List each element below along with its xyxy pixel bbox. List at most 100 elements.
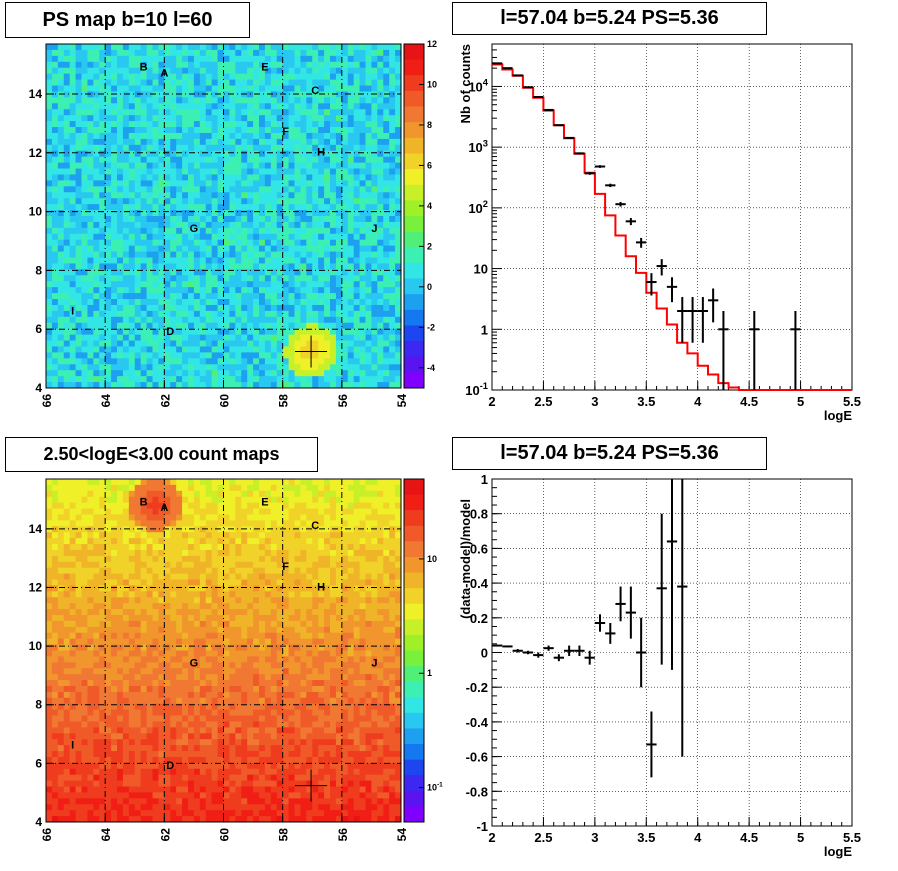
heatmap-cell bbox=[300, 269, 307, 276]
heatmap-cell bbox=[57, 109, 65, 116]
heatmap-cell bbox=[335, 263, 343, 270]
heatmap-cell bbox=[276, 269, 284, 276]
heatmap-cell bbox=[87, 162, 94, 170]
heatmap-cell bbox=[389, 567, 396, 575]
heatmap-cell bbox=[383, 49, 390, 57]
heatmap-cell bbox=[341, 216, 349, 223]
colorbar-band bbox=[404, 122, 424, 139]
heatmap-cell bbox=[170, 85, 177, 92]
heatmap-cell bbox=[383, 186, 390, 193]
heatmap-cell bbox=[330, 585, 337, 592]
heatmap-cell bbox=[318, 573, 325, 581]
heatmap-cell bbox=[152, 364, 159, 371]
heatmap-cell bbox=[223, 579, 230, 586]
heatmap-cell bbox=[105, 174, 112, 181]
heatmap-cell bbox=[264, 115, 272, 122]
heatmap-cell bbox=[253, 156, 260, 164]
heatmap-cell bbox=[318, 49, 325, 57]
heatmap-cell bbox=[300, 245, 307, 253]
heatmap-cell bbox=[87, 109, 94, 116]
heatmap-cell bbox=[87, 591, 94, 598]
heatmap-cell bbox=[146, 287, 153, 294]
heatmap-cell bbox=[57, 210, 65, 217]
heatmap-cell bbox=[259, 186, 266, 193]
heatmap-cell bbox=[241, 496, 248, 504]
heatmap-cell bbox=[211, 520, 219, 527]
colorbar-band bbox=[404, 44, 424, 61]
heatmap-cell bbox=[282, 561, 290, 569]
heatmap-cell bbox=[330, 328, 337, 336]
heatmap-cell bbox=[294, 370, 301, 377]
heatmap-cell bbox=[389, 544, 396, 551]
heatmap-cell bbox=[176, 245, 183, 253]
heatmap-cell bbox=[395, 281, 402, 288]
heatmap-cell bbox=[353, 227, 361, 235]
heatmap-cell bbox=[111, 156, 118, 164]
heatmap-cell bbox=[324, 216, 331, 223]
heatmap-cell bbox=[211, 233, 219, 241]
heatmap-cell bbox=[371, 174, 378, 181]
heatmap-cell bbox=[93, 61, 100, 69]
heatmap-cell bbox=[312, 585, 319, 592]
heatmap-cell bbox=[330, 132, 337, 140]
heatmap-cell bbox=[229, 61, 236, 69]
heatmap-cell bbox=[264, 162, 272, 170]
heatmap-cell bbox=[288, 174, 295, 181]
heatmap-cell bbox=[306, 233, 313, 241]
heatmap-cell bbox=[235, 555, 242, 563]
heatmap-cell bbox=[170, 293, 177, 300]
heatmap-cell bbox=[158, 233, 165, 241]
heatmap-cell bbox=[122, 287, 130, 294]
heatmap-cell bbox=[341, 334, 349, 342]
heatmap-cell bbox=[146, 561, 153, 569]
heatmap-cell bbox=[146, 346, 153, 353]
heatmap-cell bbox=[188, 597, 195, 604]
heatmap-cell bbox=[134, 227, 142, 235]
heatmap-cell bbox=[335, 49, 343, 57]
heatmap-cell bbox=[353, 520, 361, 527]
heatmap-cell bbox=[383, 221, 390, 229]
heatmap-cell bbox=[294, 103, 301, 110]
heatmap-cell bbox=[81, 328, 88, 336]
heatmap-cell bbox=[205, 204, 213, 211]
heatmap-cell bbox=[140, 538, 148, 545]
heatmap-cell bbox=[341, 304, 349, 312]
heatmap-cell bbox=[152, 180, 159, 187]
heatmap-cell bbox=[324, 204, 331, 211]
heatmap-cell bbox=[81, 597, 88, 604]
heatmap-cell bbox=[46, 316, 53, 324]
heatmap-cell bbox=[259, 192, 266, 199]
heatmap-cell bbox=[93, 382, 100, 389]
heatmap-cell bbox=[134, 479, 142, 486]
heatmap-cell bbox=[347, 180, 355, 187]
heatmap-cell bbox=[199, 287, 207, 294]
heatmap-cell bbox=[247, 591, 254, 598]
heatmap-cell bbox=[205, 358, 213, 365]
heatmap-cell bbox=[324, 245, 331, 253]
heatmap-cell bbox=[264, 263, 272, 270]
heatmap-cell bbox=[395, 496, 402, 504]
heatmap-cell bbox=[75, 233, 82, 241]
heatmap-cell bbox=[395, 121, 402, 128]
heatmap-cell bbox=[122, 370, 130, 377]
heatmap-cell bbox=[341, 85, 349, 92]
heatmap-cell bbox=[365, 299, 372, 306]
heatmap-cell bbox=[253, 233, 260, 241]
heatmap-cell bbox=[276, 555, 284, 563]
heatmap-cell bbox=[193, 61, 201, 69]
heatmap-cell bbox=[63, 579, 71, 586]
heatmap-cell bbox=[288, 162, 295, 170]
heatmap-cell bbox=[217, 364, 224, 371]
heatmap-cell bbox=[288, 346, 295, 353]
heatmap-cell bbox=[57, 281, 65, 288]
heatmap-cell bbox=[111, 198, 118, 205]
heatmap-cell bbox=[312, 520, 319, 527]
heatmap-cell bbox=[146, 127, 153, 134]
heatmap-cell bbox=[51, 538, 59, 545]
heatmap-cell bbox=[288, 132, 295, 140]
heatmap-cell bbox=[152, 162, 159, 170]
heatmap-cell bbox=[300, 263, 307, 270]
heatmap-cell bbox=[87, 502, 94, 510]
heatmap-cell bbox=[63, 299, 71, 306]
heatmap-cell bbox=[282, 79, 290, 87]
